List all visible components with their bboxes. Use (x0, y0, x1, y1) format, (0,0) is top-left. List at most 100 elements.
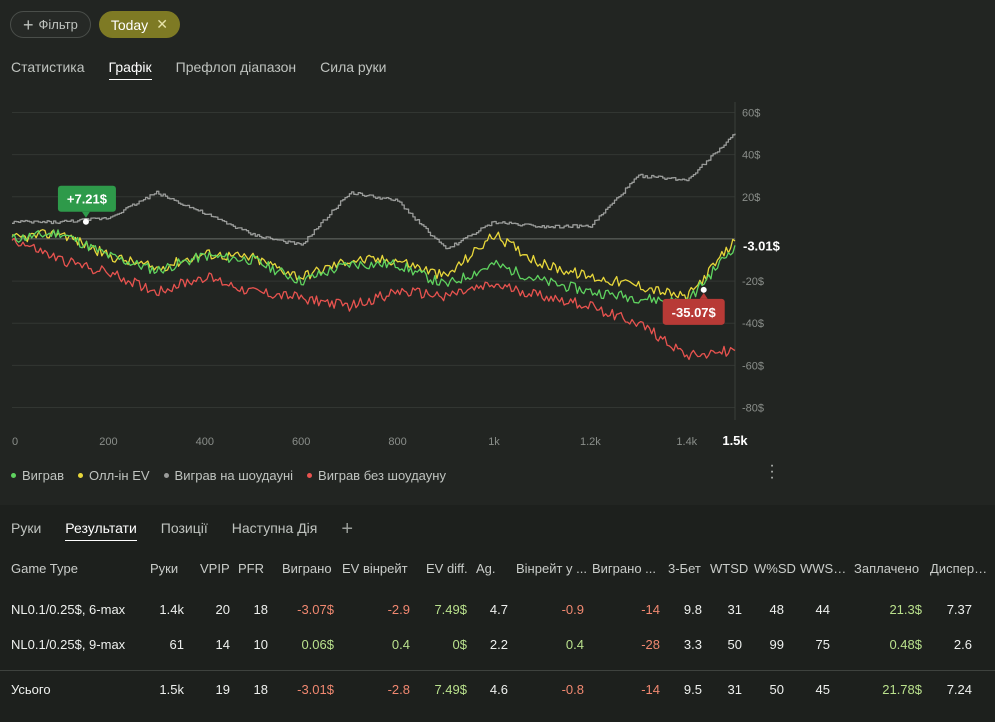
table-cell: 14 (215, 637, 230, 652)
table-cell: 4.6 (489, 682, 508, 697)
filter-bar: + Фільтр Today ✕ (10, 11, 180, 38)
legend-item-non-showdown[interactable]: Виграв без шоудауну (307, 468, 446, 483)
tab-graph[interactable]: Графік (108, 59, 152, 80)
column-header[interactable]: EV diff. (426, 561, 468, 576)
max-point-marker (82, 218, 89, 225)
x-tick-label: 1.2k (580, 436, 601, 448)
add-filter-button[interactable]: + Фільтр (10, 11, 91, 38)
table-cell: 9.5 (683, 682, 702, 697)
table-cell: 75 (815, 637, 830, 652)
x-tick-label: 800 (388, 436, 406, 448)
min-value-badge (662, 298, 725, 325)
tab-positions[interactable]: Позиції (160, 520, 208, 536)
today-filter-label: Today (110, 16, 149, 33)
table-cell: -2.9 (387, 602, 410, 617)
legend-item-won[interactable]: Виграв (11, 468, 64, 483)
more-options-icon[interactable]: · · · (769, 457, 775, 486)
column-header[interactable]: Ag. (476, 561, 496, 576)
column-header[interactable]: Дисперсія (930, 561, 990, 576)
x-tick-label: 400 (196, 436, 214, 448)
table-cell: 21.78$ (882, 682, 922, 697)
plus-icon: + (23, 14, 34, 35)
x-tick-label: 600 (292, 436, 310, 448)
table-row[interactable]: NL0.1/0.25$, 9-max 61 14 10 0.06$ 0.4 0$ 2.2 0.4… (0, 628, 995, 662)
table-cell: 31 (727, 602, 742, 617)
column-header[interactable]: Виграно ... (592, 561, 656, 576)
table-cell: 0.4 (565, 637, 584, 652)
tab-next-action[interactable]: Наступна Дія (231, 520, 318, 536)
table-cell: 10 (253, 637, 268, 652)
x-end-label: 1.5k (722, 433, 748, 448)
table-cell: 7.49$ (434, 682, 467, 697)
chart-legend: Виграв Олл-ін EV Виграв на шоудауні Вигр… (11, 468, 446, 483)
table-cell: 21.3$ (889, 602, 922, 617)
table-divider (0, 670, 995, 671)
table-cell: 18 (253, 682, 268, 697)
column-header[interactable]: WTSD (710, 561, 749, 576)
column-header[interactable]: Вінрейт у ... (516, 561, 587, 576)
x-tick-label: 200 (99, 436, 117, 448)
bottom-tabs: Руки Результати Позиції Наступна Дія + (11, 519, 353, 541)
x-axis: 0 200 400 600 800 1k 1.2k 1.4k 1.5k (12, 433, 748, 448)
winnings-chart[interactable]: 60$ 40$ 20$ -20$ -40$ -60$ -80$ 0 200 400 600 800 1… (0, 88, 790, 460)
current-value-label: -3.01$ (743, 238, 781, 253)
column-header[interactable]: Game Type (11, 561, 78, 576)
column-header[interactable]: 3-Бет (668, 561, 701, 576)
tab-preflop-range[interactable]: Префлоп діапазон (175, 59, 297, 75)
legend-dot (163, 473, 169, 479)
table-cell: 20 (215, 602, 230, 617)
table-cell: -0.9 (561, 602, 584, 617)
table-cell: 48 (769, 602, 784, 617)
column-header[interactable]: PFR (238, 561, 264, 576)
column-header[interactable]: Заплачено (854, 561, 920, 576)
table-cell: 0.06$ (301, 637, 334, 652)
add-tab-icon[interactable]: + (341, 518, 354, 540)
results-panel: Руки Результати Позиції Наступна Дія + G… (0, 505, 995, 722)
column-header[interactable]: Виграно (282, 561, 332, 576)
column-header[interactable]: VPIP (200, 561, 230, 576)
table-cell: 31 (727, 682, 742, 697)
x-tick-label: 0 (12, 436, 18, 448)
table-cell: 99 (769, 637, 784, 652)
legend-item-allin-ev[interactable]: Олл-ін EV (78, 468, 150, 483)
table-cell: NL0.1/0.25$, 6-max (11, 602, 126, 617)
table-cell: 45 (815, 682, 830, 697)
table-cell: 4.7 (489, 602, 508, 617)
tab-results[interactable]: Результати (65, 520, 137, 541)
table-cell: -3.01$ (297, 682, 334, 697)
series-line-2 (12, 133, 736, 250)
tab-statistics[interactable]: Статистика (11, 59, 85, 75)
table-cell: 18 (253, 602, 268, 617)
y-tick-label: -60$ (742, 360, 764, 372)
series-line-1 (11, 229, 736, 303)
table-cell: 3.3 (683, 637, 702, 652)
tab-hands[interactable]: Руки (11, 520, 42, 536)
table-cell: -2.8 (387, 682, 410, 697)
table-cell: -14 (641, 682, 660, 697)
table-cell: 7.24 (946, 682, 972, 697)
legend-item-showdown[interactable]: Виграв на шоудауні (163, 468, 293, 483)
column-header[interactable]: EV вінрейт (342, 561, 408, 576)
table-cell: 0$ (452, 637, 467, 652)
series-line-0 (11, 229, 736, 308)
max-value-label: +7.21$ (67, 192, 108, 207)
column-header[interactable]: W%SD (754, 561, 796, 576)
column-header[interactable]: WWSF% (800, 561, 850, 576)
min-value-label: -35.07$ (672, 305, 717, 320)
tab-hand-strength[interactable]: Сила руки (320, 59, 387, 75)
y-tick-label: -20$ (742, 276, 764, 288)
table-cell: 9.8 (683, 602, 702, 617)
x-tick-label: 1k (488, 436, 500, 448)
today-filter-chip[interactable]: Today ✕ (98, 11, 180, 38)
y-tick-label: 60$ (742, 108, 760, 120)
table-total-row: Усього 1.5k 19 18 -3.01$ -2.8 7.49$ 4.6 -0.8 -14 9… (0, 673, 995, 707)
y-tick-label: -40$ (742, 318, 764, 330)
legend-label: Виграв без шоудауну (318, 468, 446, 483)
legend-label: Виграв (22, 468, 65, 483)
column-header[interactable]: Руки (150, 561, 179, 576)
close-icon[interactable]: ✕ (156, 16, 168, 32)
main-tabs: Статистика Графік Префлоп діапазон Сила … (11, 59, 387, 80)
table-row[interactable]: NL0.1/0.25$, 6-max 1.4k 20 18 -3.07$ -2.9 7.49… (0, 593, 995, 627)
series-line-3 (11, 237, 736, 361)
y-tick-label: -80$ (742, 402, 764, 414)
